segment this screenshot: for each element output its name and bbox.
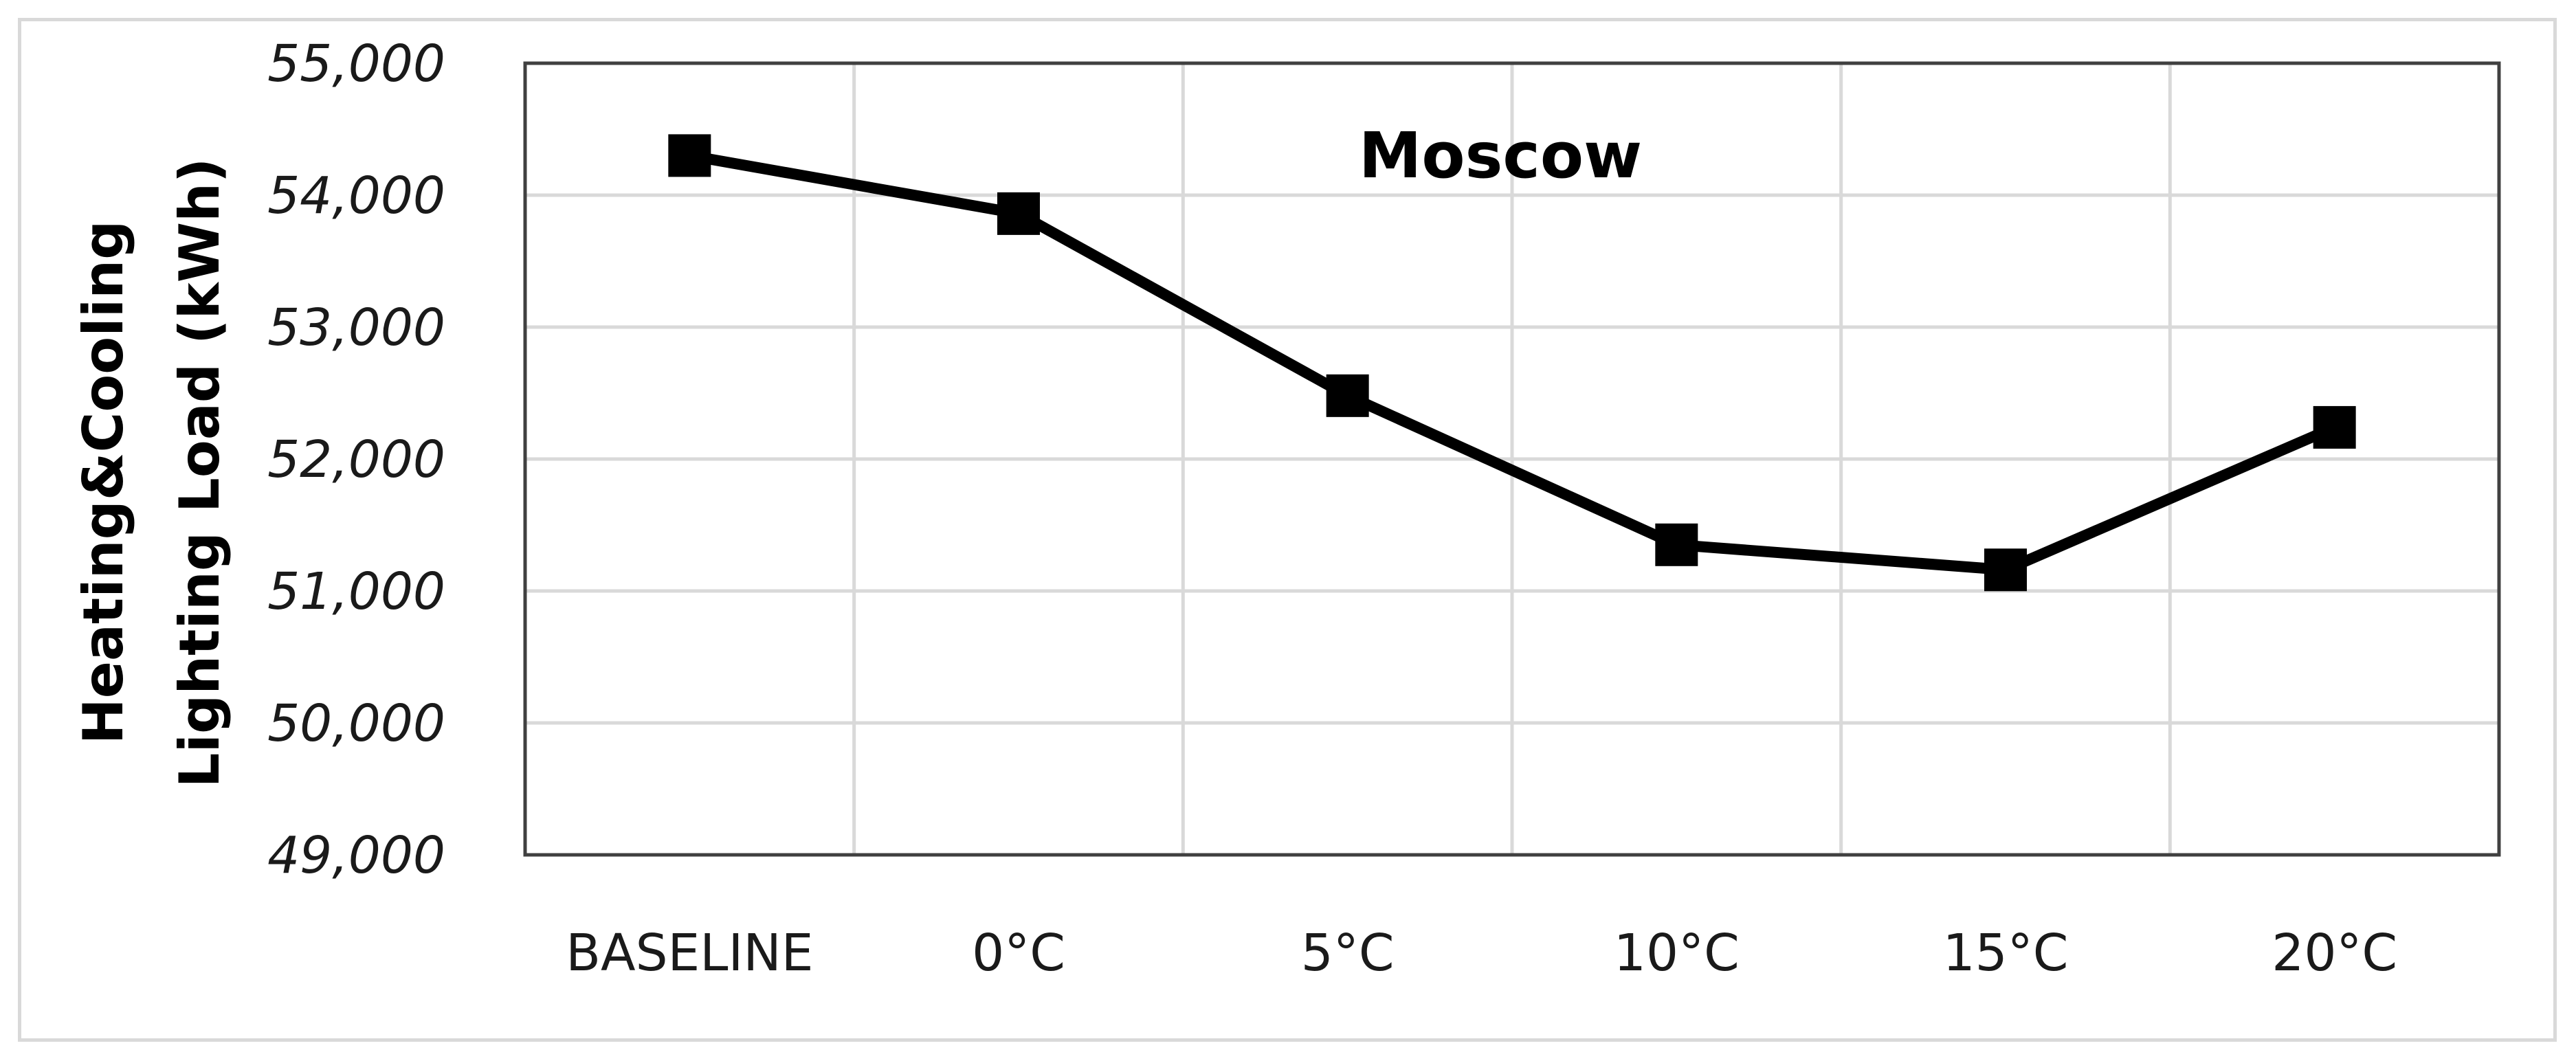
plot-area-border — [523, 61, 2501, 857]
data-point-marker — [1326, 374, 1369, 417]
y-tick-label: 50,000 — [267, 694, 445, 753]
series — [668, 134, 2356, 592]
data-point-marker — [1984, 548, 2027, 592]
y-tick-label: 55,000 — [267, 34, 445, 93]
y-tick-label: 53,000 — [267, 298, 445, 357]
plot-axes — [523, 61, 2501, 857]
y-axis-ticks: 49,000 50,000 51,000 52,000 53,000 54,000 55,0… — [267, 34, 445, 885]
x-tick-label: 15°C — [1943, 924, 2069, 983]
series-line — [688, 150, 2337, 576]
x-tick-label: 10°C — [1614, 924, 1740, 983]
x-tick-label: 0°C — [972, 924, 1065, 983]
x-tick-label: 20°C — [2272, 924, 2397, 983]
chart-frame — [18, 18, 2557, 1042]
x-tick-label: BASELINE — [566, 924, 813, 983]
y-axis-title-line-2: Lighting Load (kWh) — [168, 158, 232, 788]
chart-title: Moscow — [1359, 119, 1642, 192]
data-point-marker — [2313, 405, 2356, 449]
y-tick-label: 49,000 — [267, 826, 445, 885]
y-axis-title-line-1: Heating&Cooling — [71, 221, 135, 745]
data-point-marker — [997, 192, 1040, 235]
y-tick-label: 52,000 — [267, 430, 445, 489]
x-tick-label: 5°C — [1301, 924, 1395, 983]
x-axis-ticks: BASELINE 0°C 5°C 10°C 15°C 20°C — [566, 924, 2397, 983]
data-point-marker — [1655, 523, 1698, 566]
data-point-marker — [668, 134, 711, 177]
y-tick-label: 54,000 — [267, 166, 445, 225]
y-tick-label: 51,000 — [267, 562, 445, 621]
y-axis-title: Heating&Cooling Lighting Load (kWh) — [71, 158, 232, 788]
